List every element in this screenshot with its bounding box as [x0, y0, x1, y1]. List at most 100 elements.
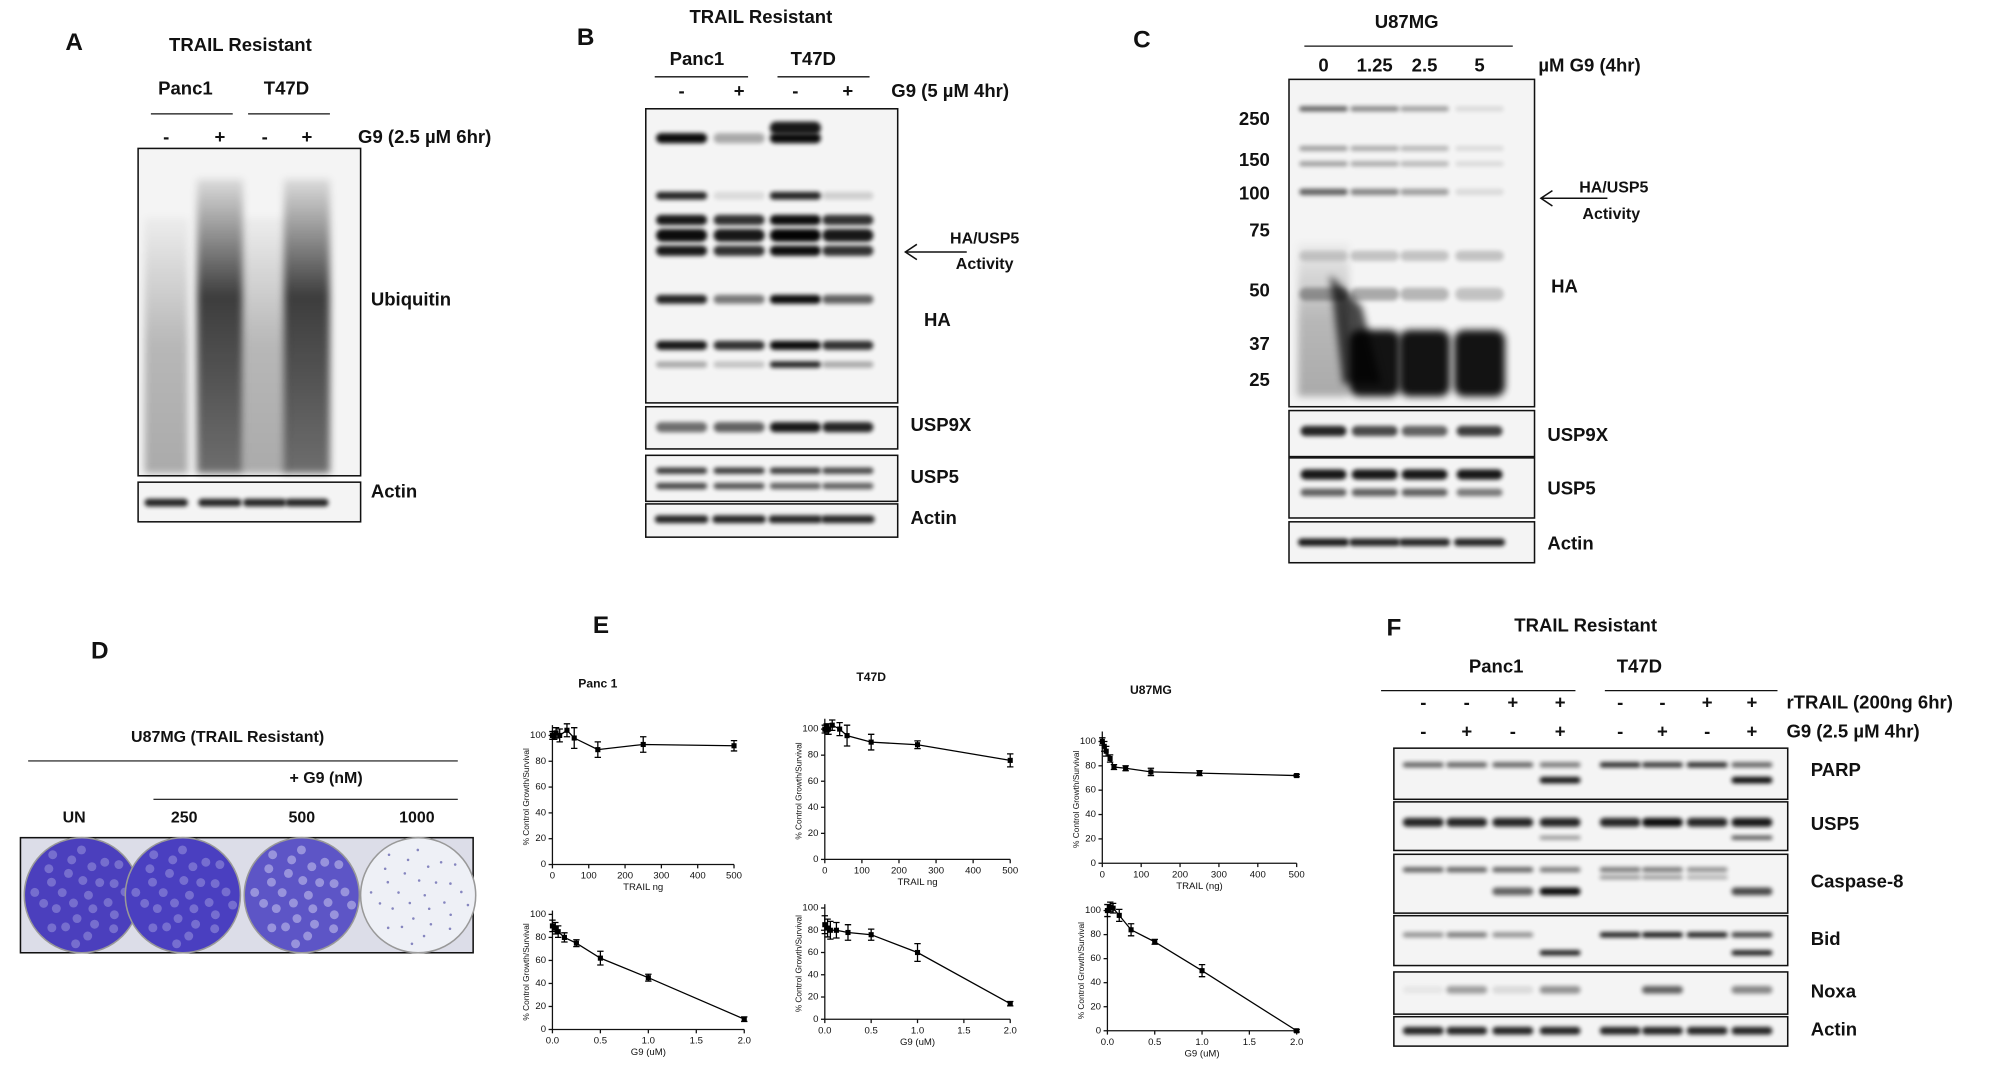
speck — [287, 855, 297, 865]
x-tick-label: 0 — [1100, 869, 1105, 880]
y-tick-label: 40 — [535, 807, 546, 818]
band — [1455, 287, 1504, 301]
x-tick-label: 100 — [1133, 869, 1149, 880]
speck — [271, 904, 281, 914]
y-tick-label: 20 — [1085, 833, 1096, 844]
band — [822, 228, 874, 242]
speck — [78, 876, 88, 885]
band — [769, 467, 821, 474]
label: U87MG (TRAIL Resistant) — [131, 729, 324, 746]
x-axis-label: TRAIL ng — [623, 882, 663, 893]
band — [1731, 835, 1773, 840]
speck — [114, 860, 124, 870]
band — [1402, 867, 1444, 873]
speck — [168, 855, 178, 865]
label: Panc1 — [670, 48, 725, 69]
band — [1402, 762, 1444, 768]
band — [1300, 425, 1347, 437]
marker: 37 — [1249, 333, 1270, 354]
label: + — [1702, 691, 1713, 712]
label: Noxa — [1811, 980, 1857, 1001]
speck — [378, 902, 382, 905]
x-tick-label: 0.5 — [594, 1036, 607, 1047]
data-point — [553, 730, 559, 736]
speck — [72, 914, 82, 924]
x-axis-label: TRAIL (ng) — [1176, 881, 1222, 892]
band — [1599, 867, 1641, 873]
y-axis-label: % Control Growth/Survival — [521, 748, 531, 845]
band — [1297, 538, 1350, 547]
band — [822, 191, 874, 200]
smear — [242, 217, 287, 474]
band — [822, 340, 874, 350]
label: - — [1617, 691, 1623, 712]
band — [1401, 469, 1448, 480]
band — [1492, 1026, 1534, 1035]
band — [656, 482, 708, 490]
label: G9 (2.5 µM 6hr) — [358, 126, 491, 147]
x-tick-label: 0.5 — [864, 1025, 877, 1036]
data-point — [645, 975, 651, 981]
label: - — [1420, 721, 1426, 742]
data-point — [1148, 769, 1154, 775]
x-tick-label: 1.5 — [690, 1036, 703, 1047]
band — [768, 515, 823, 524]
band — [1401, 425, 1448, 437]
speck — [87, 862, 97, 872]
label: rTRAIL (200ng 6hr) — [1786, 691, 1952, 712]
speck — [210, 924, 220, 934]
label: TRAIL Resistant — [689, 6, 832, 27]
band — [1351, 425, 1398, 437]
speck — [340, 887, 350, 897]
label: Caspase-8 — [1811, 870, 1904, 891]
x-tick-label: 0.5 — [1148, 1037, 1161, 1048]
band — [1731, 817, 1773, 827]
y-tick-label: 0 — [813, 1014, 818, 1025]
label: 500 — [288, 810, 315, 827]
speck — [423, 893, 427, 897]
data-point — [1007, 1001, 1013, 1007]
label: T47D — [1617, 655, 1662, 676]
speck — [277, 888, 287, 898]
band — [1299, 145, 1348, 151]
speck — [109, 910, 119, 920]
y-tick-label: 0 — [813, 854, 818, 865]
speck — [47, 923, 57, 933]
speck — [292, 914, 302, 924]
speck — [51, 904, 61, 914]
band — [1539, 1026, 1581, 1035]
speck — [397, 891, 400, 894]
band — [769, 361, 821, 368]
data-point — [1152, 939, 1158, 945]
band — [1641, 875, 1683, 880]
band — [1453, 538, 1506, 547]
band — [713, 340, 765, 350]
speck — [410, 942, 414, 946]
band — [1350, 287, 1399, 301]
y-tick-label: 0 — [541, 1024, 546, 1035]
y-tick-label: 100 — [1085, 905, 1101, 916]
speck — [334, 860, 344, 870]
y-tick-label: 20 — [535, 833, 546, 844]
marker: 100 — [1239, 182, 1270, 203]
band — [1731, 762, 1773, 768]
band — [1492, 986, 1534, 994]
x-tick-label: 200 — [617, 871, 633, 882]
data-point — [914, 949, 921, 956]
band — [1455, 188, 1504, 196]
data-point — [571, 735, 577, 741]
label: HA — [1551, 276, 1578, 297]
speck — [426, 865, 430, 868]
band — [822, 482, 874, 490]
speck — [406, 858, 410, 862]
band — [1539, 762, 1581, 768]
band — [1599, 1026, 1641, 1035]
x-tick-label: 0 — [550, 871, 555, 882]
y-tick-label: 100 — [802, 903, 818, 914]
speck — [268, 850, 278, 860]
x-tick-label: 0 — [822, 865, 827, 876]
x-tick-label: 0.0 — [546, 1036, 559, 1047]
speck — [329, 879, 339, 889]
band — [1349, 538, 1401, 547]
data-point — [1107, 904, 1113, 910]
